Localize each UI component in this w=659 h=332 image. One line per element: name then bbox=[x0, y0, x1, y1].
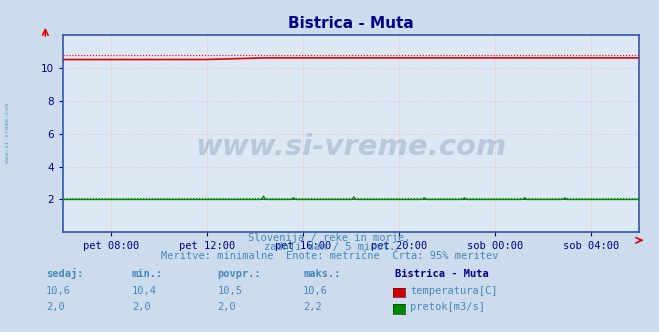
Text: 10,5: 10,5 bbox=[217, 286, 243, 296]
Text: pretok[m3/s]: pretok[m3/s] bbox=[410, 302, 485, 312]
Text: 10,6: 10,6 bbox=[303, 286, 328, 296]
Text: 2,0: 2,0 bbox=[217, 302, 236, 312]
Text: zadnji dan / 5 minut.: zadnji dan / 5 minut. bbox=[264, 242, 395, 252]
Text: maks.:: maks.: bbox=[303, 269, 341, 279]
Text: Slovenija / reke in morje.: Slovenija / reke in morje. bbox=[248, 233, 411, 243]
Text: 10,6: 10,6 bbox=[46, 286, 71, 296]
Text: Meritve: minimalne  Enote: metrične  Črta: 95% meritev: Meritve: minimalne Enote: metrične Črta:… bbox=[161, 251, 498, 261]
Text: 2,2: 2,2 bbox=[303, 302, 322, 312]
Title: Bistrica - Muta: Bistrica - Muta bbox=[288, 16, 414, 31]
Text: min.:: min.: bbox=[132, 269, 163, 279]
Text: 10,4: 10,4 bbox=[132, 286, 157, 296]
Text: www.si-vreme.com: www.si-vreme.com bbox=[195, 133, 507, 161]
Text: Bistrica - Muta: Bistrica - Muta bbox=[395, 269, 489, 279]
Text: temperatura[C]: temperatura[C] bbox=[410, 286, 498, 296]
Text: www.si-vreme.com: www.si-vreme.com bbox=[5, 103, 11, 163]
Text: 2,0: 2,0 bbox=[46, 302, 65, 312]
Text: povpr.:: povpr.: bbox=[217, 269, 261, 279]
Text: sedaj:: sedaj: bbox=[46, 268, 84, 279]
Text: 2,0: 2,0 bbox=[132, 302, 150, 312]
